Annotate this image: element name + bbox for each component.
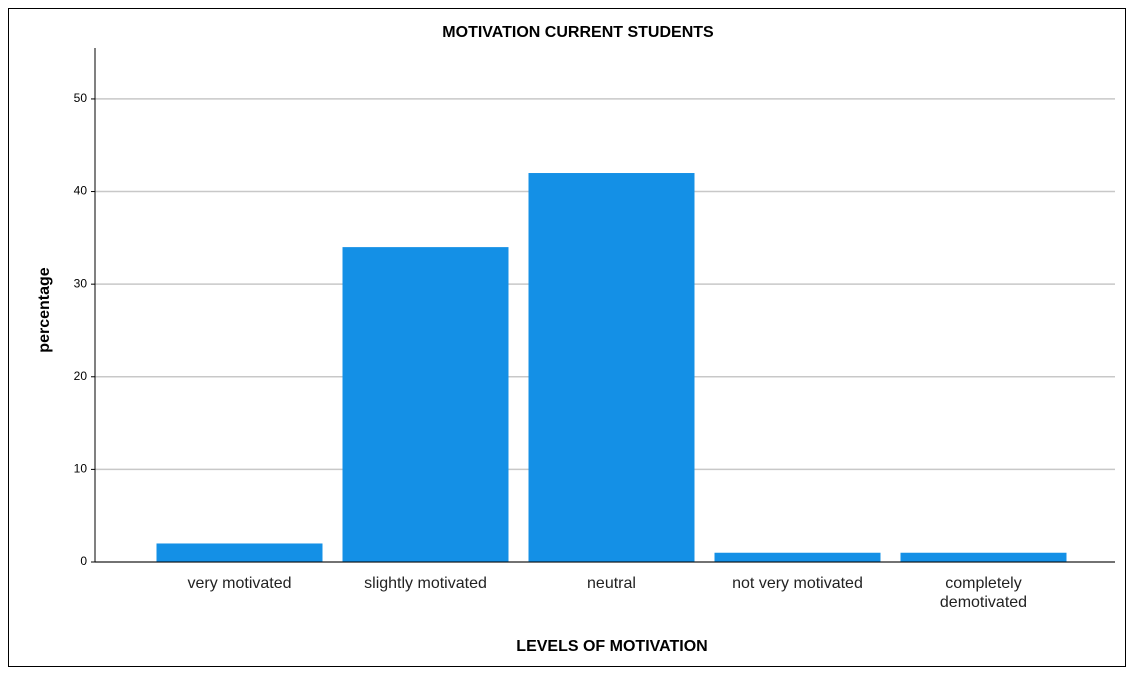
x-tick-label: neutral [587,575,636,592]
chart-title: MOTIVATION CURRENT STUDENTS [442,24,714,41]
bar [528,173,695,562]
bar [156,543,323,562]
bar [900,552,1067,562]
x-tick-label: very motivated [187,575,292,592]
y-tick-label: 50 [74,91,88,105]
x-tick-label: completely demotivated [939,575,1028,611]
bar [714,552,881,562]
y-tick-label: 20 [74,369,88,383]
x-axis-title: LEVELS OF MOTIVATION [516,638,707,655]
y-tick-label: 30 [74,276,88,290]
x-tick-label: not very motivated [732,575,863,592]
y-axis-title: percentage [36,267,53,352]
y-tick-label: 10 [74,462,88,476]
bar [342,247,509,562]
y-tick-label: 40 [74,184,88,198]
frame [8,8,1126,667]
y-tick-label: 0 [80,554,87,568]
x-tick-label: slightly motivated [364,575,487,592]
